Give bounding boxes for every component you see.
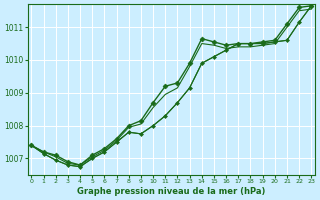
X-axis label: Graphe pression niveau de la mer (hPa): Graphe pression niveau de la mer (hPa) [77,187,266,196]
